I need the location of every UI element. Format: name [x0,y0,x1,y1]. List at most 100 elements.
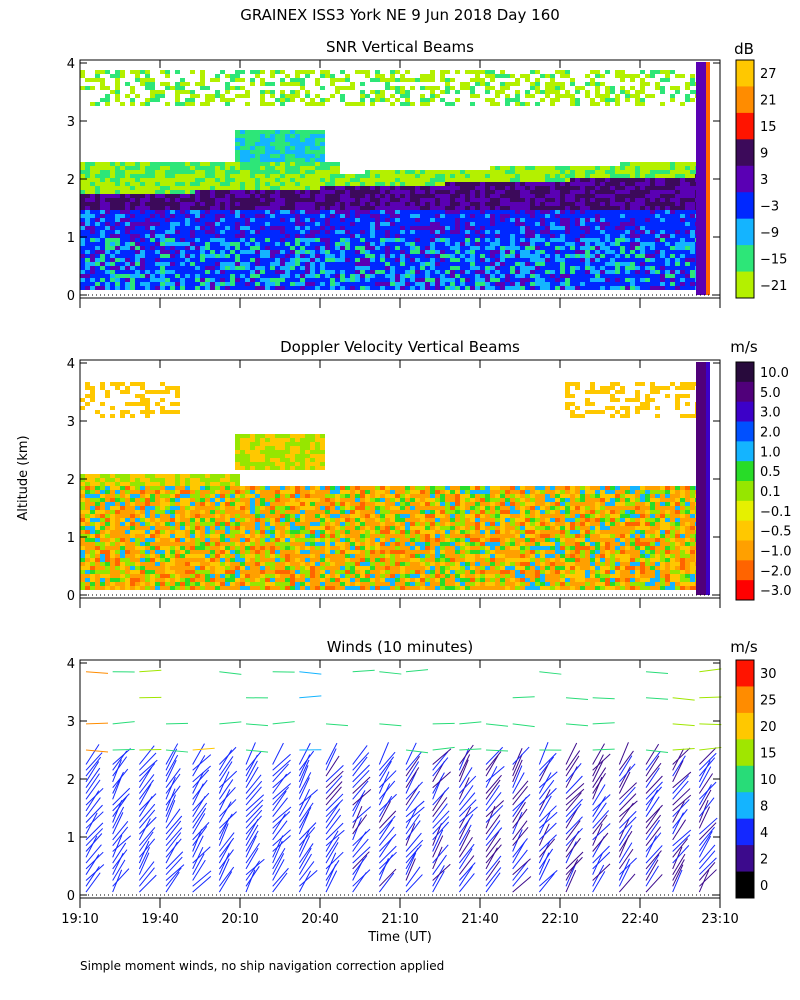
heatmap-cell [605,258,610,262]
heatmap-cell [505,238,510,242]
heatmap-cell [495,202,500,206]
heatmap-cell [400,278,405,282]
heatmap-cell [195,166,200,170]
heatmap-cell [450,102,455,106]
heatmap-cell [595,170,600,174]
heatmap-cell [255,182,260,186]
heatmap-cell [495,262,500,266]
heatmap-cell [550,262,555,266]
heatmap-cell [230,206,235,210]
heatmap-cell [150,234,155,238]
heatmap-cell [120,178,125,182]
heatmap-cell [240,178,245,182]
heatmap-cell [135,198,140,202]
heatmap-cell [250,190,255,194]
heatmap-cell [115,174,120,178]
heatmap-cell [165,206,170,210]
heatmap-cell [320,270,325,274]
heatmap-cell [280,98,285,102]
heatmap-cell [135,282,140,286]
heatmap-cell [470,242,475,246]
heatmap-cell [285,182,290,186]
heatmap-cell [140,162,145,166]
heatmap-cell [405,202,410,206]
heatmap-cell [90,530,95,534]
heatmap-cell [595,238,600,242]
heatmap-cell [315,210,320,214]
heatmap-cell [135,522,140,526]
heatmap-cell [100,494,105,498]
heatmap-cell [670,98,675,102]
heatmap-cell [685,274,690,278]
heatmap-cell [660,178,665,182]
heatmap-cell [650,246,655,250]
heatmap-cell [500,262,505,266]
heatmap-cell [105,518,110,522]
heatmap-cell [140,398,145,402]
heatmap-cell [685,242,690,246]
heatmap-cell [455,198,460,202]
heatmap-cell [645,218,650,222]
heatmap-cell [505,242,510,246]
heatmap-cell [655,234,660,238]
heatmap-cell [390,206,395,210]
heatmap-cell [420,226,425,230]
heatmap-cell [120,570,125,574]
heatmap-cell [350,226,355,230]
heatmap-cell [265,134,270,138]
heatmap-cell [690,206,695,210]
heatmap-cell [265,218,270,222]
heatmap-cell [160,194,165,198]
heatmap-cell [635,242,640,246]
heatmap-cell [490,70,495,74]
heatmap-cell [675,270,680,274]
heatmap-cell [560,238,565,242]
heatmap-cell [440,178,445,182]
heatmap-cell [245,190,250,194]
heatmap-cell [260,258,265,262]
heatmap-cell [100,186,105,190]
heatmap-cell [470,86,475,90]
heatmap-cell [90,482,95,486]
heatmap-cell [545,210,550,214]
heatmap-cell [110,226,115,230]
heatmap-cell [185,206,190,210]
heatmap-cell [535,182,540,186]
heatmap-cell [145,242,150,246]
heatmap-cell [115,586,120,590]
heatmap-cell [145,222,150,226]
heatmap-cell [260,178,265,182]
heatmap-cell [450,182,455,186]
heatmap-cell [485,190,490,194]
heatmap-cell [530,282,535,286]
heatmap-cell [140,170,145,174]
heatmap-cell [540,222,545,226]
heatmap-cell [85,246,90,250]
heatmap-cell [395,254,400,258]
heatmap-cell [120,554,125,558]
heatmap-cell [420,230,425,234]
heatmap-cell [170,198,175,202]
heatmap-cell [655,162,660,166]
heatmap-cell [125,522,130,526]
heatmap-cell [460,198,465,202]
heatmap-cell [275,202,280,206]
heatmap-cell [505,218,510,222]
heatmap-cell [585,270,590,274]
heatmap-cell [125,514,130,518]
heatmap-cell [490,178,495,182]
heatmap-cell [545,270,550,274]
heatmap-cell [140,482,145,486]
heatmap-cell [80,182,85,186]
heatmap-cell [200,166,205,170]
heatmap-cell [490,262,495,266]
heatmap-cell [340,86,345,90]
heatmap-cell [590,274,595,278]
heatmap-cell [100,282,105,286]
heatmap-cell [240,238,245,242]
heatmap-cell [525,90,530,94]
heatmap-cell [490,270,495,274]
heatmap-cell [690,242,695,246]
heatmap-cell [170,186,175,190]
heatmap-cell [335,274,340,278]
